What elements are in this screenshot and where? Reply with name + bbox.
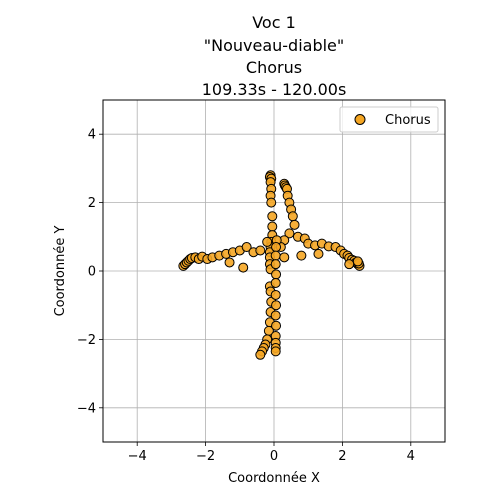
y-tick-label: −2 xyxy=(77,333,96,348)
title-line-4: 109.33s - 120.00s xyxy=(202,80,347,99)
data-point xyxy=(279,252,290,263)
data-point xyxy=(266,197,277,208)
x-tick-label: −2 xyxy=(196,449,215,464)
data-point xyxy=(267,221,278,232)
data-point xyxy=(313,248,324,259)
data-point xyxy=(267,211,278,222)
data-point xyxy=(270,277,281,288)
x-axis-label: Coordonnée X xyxy=(228,471,320,486)
data-point xyxy=(255,245,266,256)
data-point xyxy=(224,257,235,268)
data-point xyxy=(270,310,281,321)
y-tick-label: −4 xyxy=(77,401,96,416)
x-tick-label: 4 xyxy=(407,449,415,464)
data-point xyxy=(271,269,282,280)
data-point xyxy=(284,228,295,239)
data-point xyxy=(270,346,281,357)
data-point xyxy=(262,236,273,247)
x-tick-label: 0 xyxy=(270,449,278,464)
legend-box xyxy=(339,106,439,133)
data-point xyxy=(270,289,281,300)
legend-marker xyxy=(354,114,366,125)
data-point xyxy=(238,262,249,273)
y-tick-label: 4 xyxy=(88,128,96,143)
y-tick-label: 2 xyxy=(88,196,96,211)
data-point xyxy=(271,320,282,331)
legend: Chorus xyxy=(339,106,439,133)
data-point xyxy=(255,349,266,360)
chart-title: Voc 1 "Nouveau-diable" Chorus 109.33s - … xyxy=(202,13,347,99)
data-point xyxy=(344,259,355,270)
data-point xyxy=(270,250,281,261)
title-line-2: "Nouveau-diable" xyxy=(204,36,345,55)
title-line-1: Voc 1 xyxy=(252,13,296,32)
data-point xyxy=(289,219,300,230)
data-point xyxy=(270,259,281,270)
x-tick-label: 2 xyxy=(338,449,346,464)
data-point xyxy=(296,250,307,261)
title-line-3: Chorus xyxy=(246,58,302,77)
y-tick-label: 0 xyxy=(88,265,96,280)
data-point xyxy=(352,256,363,267)
data-point xyxy=(271,242,282,253)
axis-ticks: −4 −2 0 2 4 −4 −2 0 2 4 xyxy=(77,128,415,464)
data-points xyxy=(178,170,365,360)
data-point xyxy=(241,242,252,253)
y-axis-label: Coordonnée Y xyxy=(53,226,68,317)
data-point xyxy=(271,300,282,311)
x-tick-label: −4 xyxy=(128,449,147,464)
data-point xyxy=(287,211,298,222)
legend-label: Chorus xyxy=(385,113,431,128)
